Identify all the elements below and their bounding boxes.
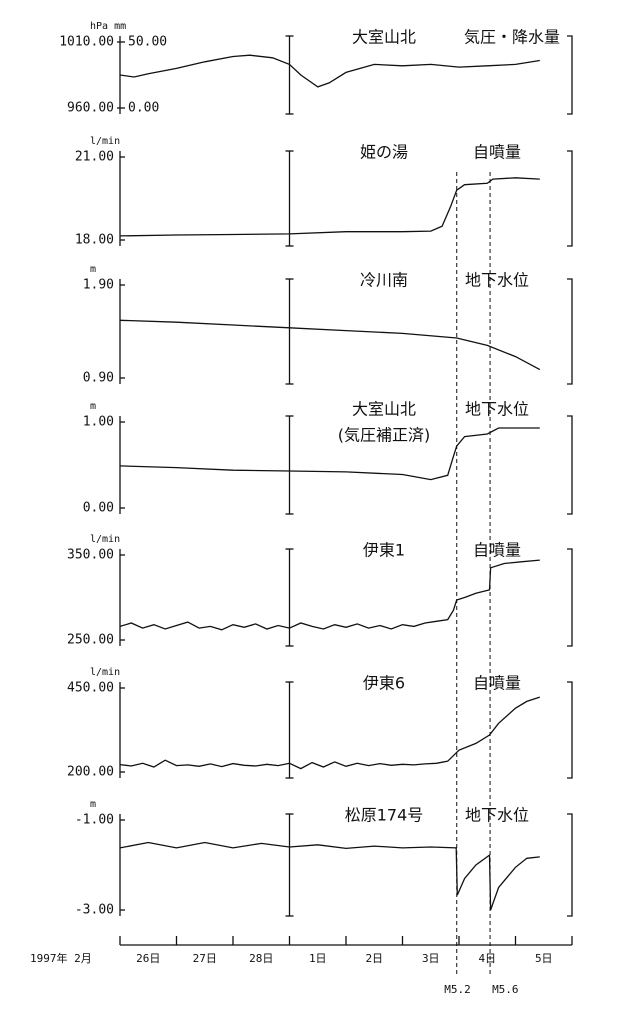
y-unit: l/min xyxy=(90,136,120,147)
panel-subtitle: 気圧・降水量 xyxy=(464,28,560,47)
panel-subtitle: 自噴量 xyxy=(473,674,521,693)
x-tick-label: 1日 xyxy=(309,952,327,965)
y-tick-label: -1.00 xyxy=(75,813,114,828)
panel-title: 大室山北 xyxy=(352,28,416,47)
x-tick-label: 27日 xyxy=(193,952,217,965)
data-line xyxy=(119,427,540,481)
panel-subtitle: 自噴量 xyxy=(473,143,521,162)
right-bracket xyxy=(567,813,573,917)
y-tick-label: 0.90 xyxy=(83,371,114,386)
data-line xyxy=(119,177,540,237)
right-bracket xyxy=(567,150,573,247)
y-unit: m xyxy=(90,401,96,412)
y-tick-label: 21.00 xyxy=(75,150,114,165)
y-tick-label: 450.00 xyxy=(67,681,114,696)
right-bracket xyxy=(567,548,573,647)
panel-title: 松原174号 xyxy=(345,806,424,825)
y-tick-label: 250.00 xyxy=(67,633,114,648)
panel-subtitle: 地下水位 xyxy=(465,806,529,825)
data-line xyxy=(119,841,540,911)
x-tick-label: 3日 xyxy=(422,952,440,965)
y-tick-label: 350.00 xyxy=(67,548,114,563)
y-tick-label: 1.00 xyxy=(83,415,114,430)
right-bracket xyxy=(567,415,573,515)
x-tick-label: 2日 xyxy=(365,952,383,965)
data-line xyxy=(119,54,540,88)
y-tick-label: 0.00 xyxy=(83,501,114,516)
y-unit: l/min xyxy=(90,667,120,678)
x-unit-label: 1997年 2月 xyxy=(30,951,92,965)
right-bracket xyxy=(567,35,573,115)
y-tick-label: 960.00 xyxy=(67,101,114,116)
y2-tick-label: 50.00 xyxy=(128,35,167,50)
data-line xyxy=(119,319,541,371)
panel-note: (気圧補正済) xyxy=(338,426,431,445)
panel-subtitle: 地下水位 xyxy=(465,400,529,419)
y-unit: m xyxy=(90,799,96,810)
y2-tick-label: 0.00 xyxy=(128,101,159,116)
x-tick-label: 4日 xyxy=(478,952,496,965)
panel-subtitle: 自噴量 xyxy=(473,541,521,560)
panel-subtitle: 地下水位 xyxy=(465,271,529,290)
right-bracket xyxy=(567,278,573,385)
data-line xyxy=(119,559,540,631)
y-tick-label: -3.00 xyxy=(75,903,114,918)
panel-title: 大室山北 xyxy=(352,400,416,419)
x-tick-label: 28日 xyxy=(249,952,273,965)
data-line xyxy=(119,696,541,770)
y-unit: hPa mm xyxy=(90,21,126,32)
event-label: M5.2 xyxy=(444,983,471,996)
event-label: M5.6 xyxy=(492,983,519,996)
panel-title: 伊東6 xyxy=(363,674,405,693)
right-bracket xyxy=(567,681,573,779)
y-unit: l/min xyxy=(90,534,120,545)
y-tick-label: 1010.00 xyxy=(59,35,114,50)
y-tick-label: 1.90 xyxy=(83,278,114,293)
x-tick-label: 26日 xyxy=(136,952,160,965)
panel-title: 冷川南 xyxy=(360,271,408,290)
panel-title: 伊東1 xyxy=(363,541,405,560)
y-tick-label: 200.00 xyxy=(67,765,114,780)
y-tick-label: 18.00 xyxy=(75,233,114,248)
panel-title: 姫の湯 xyxy=(360,143,408,162)
y-unit: m xyxy=(90,264,96,275)
x-tick-label: 5日 xyxy=(535,952,553,965)
